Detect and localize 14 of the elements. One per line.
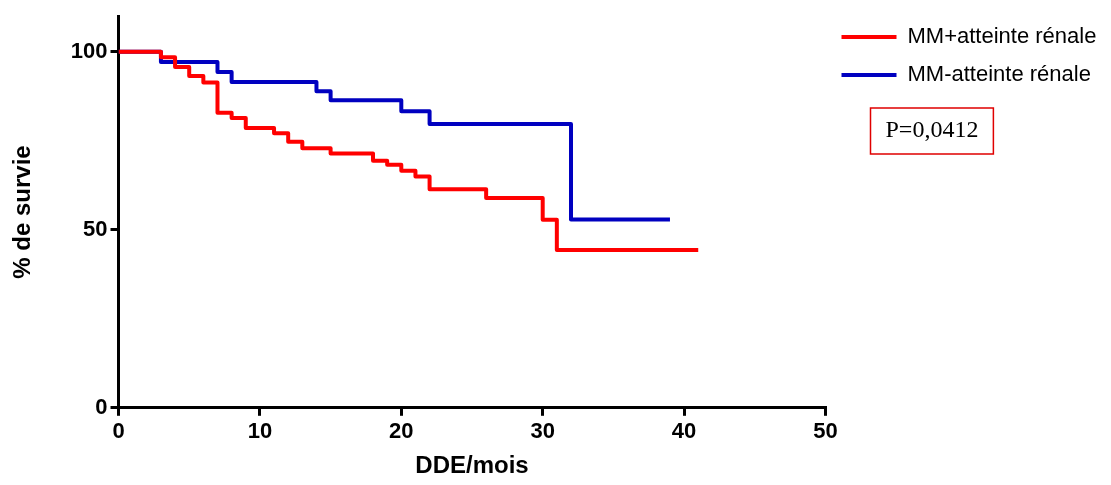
x-axis-title: DDE/mois xyxy=(415,451,529,479)
y-axis-title: % de survie xyxy=(8,145,36,279)
x-tick-label: 0 xyxy=(112,418,125,444)
x-tick-label: 10 xyxy=(247,418,273,444)
y-tick-label: 50 xyxy=(83,215,108,241)
y-tick-label: 100 xyxy=(70,37,108,63)
x-tick-label: 30 xyxy=(530,418,555,444)
x-tick-label: 50 xyxy=(813,418,838,444)
legend-label: MM+atteinte rénale xyxy=(907,23,1097,49)
x-tick-label: 20 xyxy=(389,418,414,444)
text: P=0,0412 xyxy=(885,116,979,143)
legend-label: MM-atteinte rénale xyxy=(907,61,1091,87)
x-tick-label: 40 xyxy=(671,418,697,444)
y-tick-label: 0 xyxy=(95,393,108,419)
